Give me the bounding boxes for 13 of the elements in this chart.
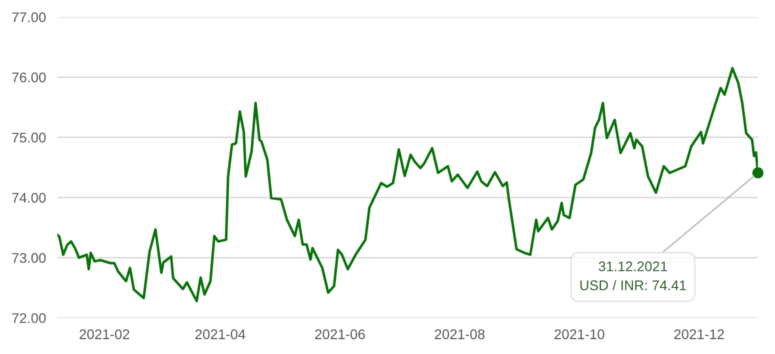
y-tick-label: 76.00 — [12, 72, 46, 82]
x-tick-label: 2021-02 — [80, 329, 130, 340]
annotation: 31.12.2021 USD / INR: 74.41 — [580, 261, 686, 290]
y-tick-label: 75.00 — [12, 132, 46, 143]
x-tick-label: 2021-04 — [195, 329, 246, 340]
y-tick-label: 73.00 — [12, 253, 46, 263]
x-tick-label: 2021-10 — [554, 329, 604, 340]
x-tick-label: 2021-08 — [434, 329, 485, 340]
x-tick-label: 2021-12 — [674, 329, 724, 340]
y-tick-label: 77.00 — [12, 12, 46, 22]
y-tick-label: 72.00 — [12, 313, 46, 324]
x-tick-label: 2021-06 — [315, 329, 365, 340]
y-tick-label: 74.00 — [12, 192, 46, 203]
